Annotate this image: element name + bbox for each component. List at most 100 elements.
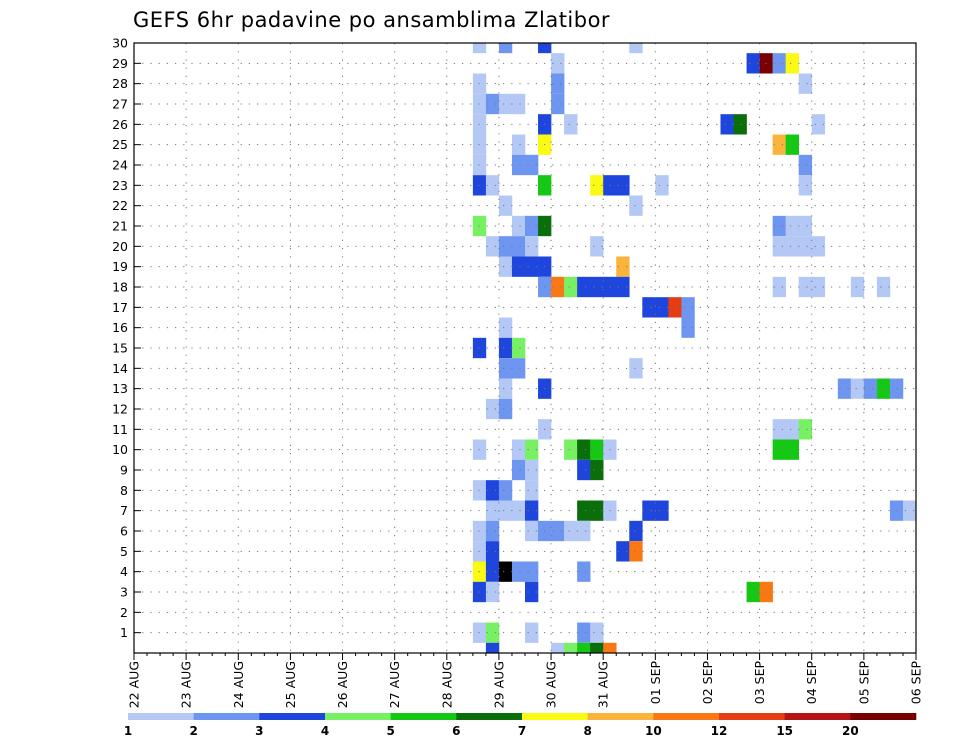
heatmap-cell — [577, 622, 591, 643]
heatmap-cell — [525, 459, 539, 481]
heatmap-cell — [485, 236, 500, 257]
heatmap-cell — [850, 378, 865, 399]
x-tick-label: 03 SEP — [752, 661, 767, 705]
heatmap-cell — [498, 43, 513, 54]
heatmap-cell — [616, 175, 630, 196]
heatmap-cell — [485, 500, 500, 521]
heatmap-cell — [485, 175, 500, 196]
heatmap-cell — [485, 642, 500, 653]
heatmap-cell — [551, 93, 565, 115]
x-tick-label: 24 AUG — [231, 661, 246, 708]
colorbar-label: 7 — [518, 724, 526, 738]
heatmap-cell — [538, 43, 552, 54]
heatmap-cell — [863, 378, 878, 399]
heatmap-cell — [668, 297, 682, 318]
heatmap-cell — [511, 500, 526, 521]
y-tick-label: 6 — [120, 524, 128, 539]
colorbar-label: 10 — [645, 724, 662, 738]
heatmap-cell — [746, 53, 760, 74]
colorbar-swatch — [850, 713, 917, 720]
heatmap-cell — [498, 398, 513, 420]
heatmap-cell — [590, 439, 604, 460]
heatmap-cell — [577, 500, 591, 521]
x-tick-label: 25 AUG — [283, 661, 298, 708]
heatmap-cell — [551, 520, 565, 542]
y-tick-label: 8 — [120, 483, 128, 498]
y-tick-label: 29 — [112, 56, 128, 71]
colorbar-label: 6 — [452, 724, 460, 738]
y-axis: 1234567891011121314151617181920212223242… — [112, 36, 141, 640]
y-tick-label: 22 — [112, 198, 128, 213]
chart-title: GEFS 6hr padavine po ansamblima Zlatibor — [133, 8, 610, 32]
heatmap-cell — [590, 459, 604, 481]
heatmap-cell — [498, 378, 513, 399]
heatmap-cell — [525, 500, 539, 521]
heatmap-cell — [511, 134, 526, 155]
heatmap-cell — [889, 500, 904, 521]
y-tick-label: 23 — [112, 178, 128, 193]
heatmap-cell — [772, 419, 786, 440]
heatmap-cell — [511, 337, 526, 359]
heatmap-cell — [629, 358, 643, 379]
heatmap-cell — [629, 541, 643, 562]
heatmap-cell — [485, 520, 500, 542]
heatmap-cell — [485, 93, 500, 115]
x-tick-label: 27 AUG — [387, 661, 402, 708]
x-tick-label: 29 AUG — [491, 661, 506, 708]
heatmap-cell — [511, 358, 526, 379]
heatmap-cell — [498, 317, 513, 338]
heatmap-cell — [485, 480, 500, 501]
y-tick-label: 17 — [112, 300, 128, 315]
heatmap-cell — [642, 500, 656, 521]
heatmap-cell — [511, 561, 526, 582]
heatmap-cell — [616, 276, 630, 298]
x-tick-label: 26 AUG — [335, 661, 350, 708]
heatmap-cell — [525, 520, 539, 542]
colorbar-swatch — [653, 713, 720, 720]
y-tick-label: 4 — [120, 564, 128, 579]
heatmap-cell — [498, 561, 513, 582]
heatmap-cell — [525, 480, 539, 501]
heatmap-cell — [485, 581, 500, 603]
heatmap-cell — [642, 297, 656, 318]
heatmap-cell — [798, 154, 813, 176]
heatmap-cell — [733, 114, 747, 135]
heatmap-cell — [798, 276, 813, 298]
y-tick-label: 2 — [120, 605, 128, 620]
colorbar-label: 8 — [583, 724, 591, 738]
heatmap-cell — [798, 73, 813, 94]
colorbar-label: 5 — [386, 724, 394, 738]
heatmap-cell — [498, 195, 513, 216]
heatmap-cell — [485, 541, 500, 562]
x-tick-label: 30 AUG — [544, 661, 559, 708]
colorbar-label: 1 — [124, 724, 132, 738]
x-tick-label: 05 SEP — [856, 661, 871, 705]
heatmap-cell — [511, 215, 526, 237]
heatmap-cell — [811, 276, 826, 298]
y-tick-label: 13 — [112, 381, 128, 396]
heatmap-cell — [551, 276, 565, 298]
heatmap-cell — [603, 642, 617, 653]
heatmap-cell — [577, 439, 591, 460]
colorbar-label: 4 — [321, 724, 329, 738]
heatmap-cell — [564, 642, 578, 653]
x-tick-label: 06 SEP — [909, 661, 924, 705]
heatmap-cell — [629, 43, 643, 54]
colorbar-swatch — [784, 713, 851, 720]
heatmap-cell — [876, 276, 891, 298]
heatmap-cell — [720, 114, 734, 135]
heatmap-cell — [798, 419, 813, 440]
heatmap-cell — [889, 378, 904, 399]
y-tick-label: 9 — [120, 463, 128, 478]
heatmap-cell — [551, 642, 565, 653]
y-tick-label: 27 — [112, 97, 128, 112]
heatmap-cell — [616, 541, 630, 562]
y-tick-label: 25 — [112, 137, 128, 152]
heatmap-cell — [798, 215, 813, 237]
heatmap-cell — [498, 93, 513, 115]
heatmap-cell — [785, 236, 799, 257]
heatmap-cell — [577, 642, 591, 653]
heatmap-cell — [772, 215, 786, 237]
colorbar-swatch — [587, 713, 654, 720]
